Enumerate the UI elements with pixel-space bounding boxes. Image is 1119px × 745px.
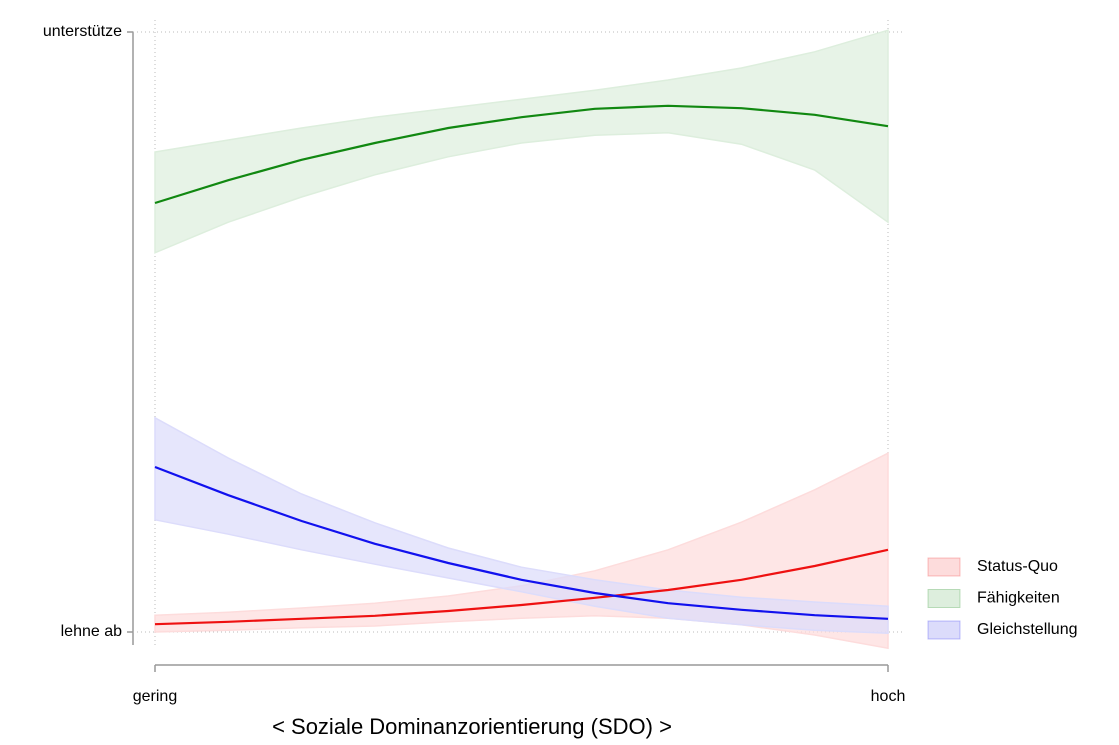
y-tick-label: unterstütze: [43, 23, 122, 40]
y-tick-label: lehne ab: [61, 623, 122, 640]
line: [154, 548, 889, 626]
legend-label: Gleichstellung: [977, 621, 1078, 638]
confidence-band: [154, 416, 889, 634]
x-tick-label: hoch: [871, 688, 906, 705]
x-tick-label: gering: [133, 688, 177, 705]
legend-swatch: [927, 589, 961, 608]
legend-label: Fähigkeiten: [977, 590, 1060, 607]
line: [154, 104, 889, 205]
legend-swatch: [927, 557, 961, 577]
confidence-band: [154, 29, 889, 254]
legend-label: Status-Quo: [977, 558, 1058, 575]
x-axis-label: < Soziale Dominanzorientierung (SDO) >: [272, 714, 672, 739]
line: [154, 465, 889, 620]
legend-swatch: [927, 620, 961, 640]
